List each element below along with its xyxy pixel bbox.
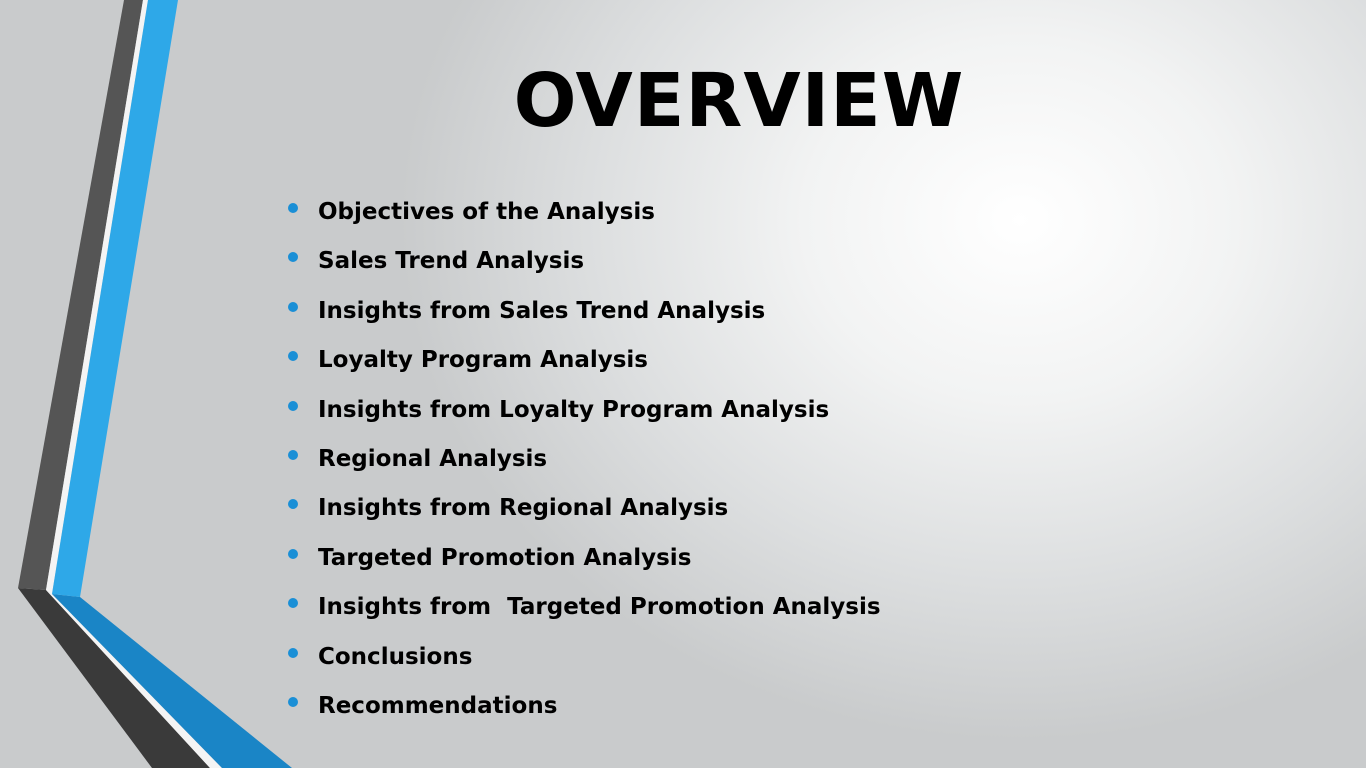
list-item-text: Regional Analysis: [318, 445, 548, 472]
list-item-text: Targeted Promotion Analysis: [318, 544, 692, 571]
list-item-text: Insights from Sales Trend Analysis: [318, 297, 766, 324]
list-item-text: Insights from Loyalty Program Analysis: [318, 396, 830, 423]
circle-bullet-icon: [288, 400, 298, 411]
list-item: Sales Trend Analysis: [286, 242, 584, 291]
list-item-text: Insights from Targeted Promotion Analysi…: [318, 594, 881, 621]
circle-bullet-icon: [288, 696, 298, 707]
circle-bullet-icon: [288, 203, 298, 213]
circle-bullet-icon: [288, 449, 298, 460]
list-item-text: Insights from Regional Analysis: [318, 495, 729, 522]
stripe-dark-upper: [18, 0, 143, 590]
stripe-dark-lower: [18, 588, 210, 768]
circle-bullet-icon: [288, 647, 298, 658]
slide-title: OVERVIEW: [513, 58, 965, 144]
stripe-blue-lower: [52, 594, 292, 768]
list-item: Insights from Loyalty Program Analysis: [286, 391, 829, 440]
list-item: Objectives of the Analysis: [286, 193, 655, 242]
list-item-text: Conclusions: [318, 643, 473, 670]
list-item-text: Loyalty Program Analysis: [318, 347, 648, 374]
list-item: Insights from Regional Analysis: [286, 489, 728, 538]
list-item-text: Recommendations: [318, 692, 558, 719]
circle-bullet-icon: [288, 301, 298, 312]
circle-bullet-icon: [288, 499, 298, 510]
list-item: Insights from Sales Trend Analysis: [286, 292, 765, 341]
circle-bullet-icon: [288, 548, 298, 559]
overview-list: Objectives of the Analysis Sales Trend A…: [286, 193, 881, 736]
list-item: Regional Analysis: [286, 440, 547, 489]
circle-bullet-icon: [288, 252, 298, 263]
list-item: Recommendations: [286, 687, 557, 736]
list-item-text: Objectives of the Analysis: [318, 199, 655, 225]
list-item-text: Sales Trend Analysis: [318, 248, 585, 275]
list-item: Conclusions: [286, 638, 472, 687]
circle-bullet-icon: [288, 351, 298, 362]
stripe-white-lower: [46, 590, 222, 768]
list-item: Targeted Promotion Analysis: [286, 539, 691, 588]
list-item: Loyalty Program Analysis: [286, 341, 648, 390]
stripe-white-upper: [46, 0, 148, 594]
list-item: Insights from Targeted Promotion Analysi…: [286, 588, 881, 637]
stripe-blue-upper: [52, 0, 178, 597]
circle-bullet-icon: [288, 598, 298, 609]
